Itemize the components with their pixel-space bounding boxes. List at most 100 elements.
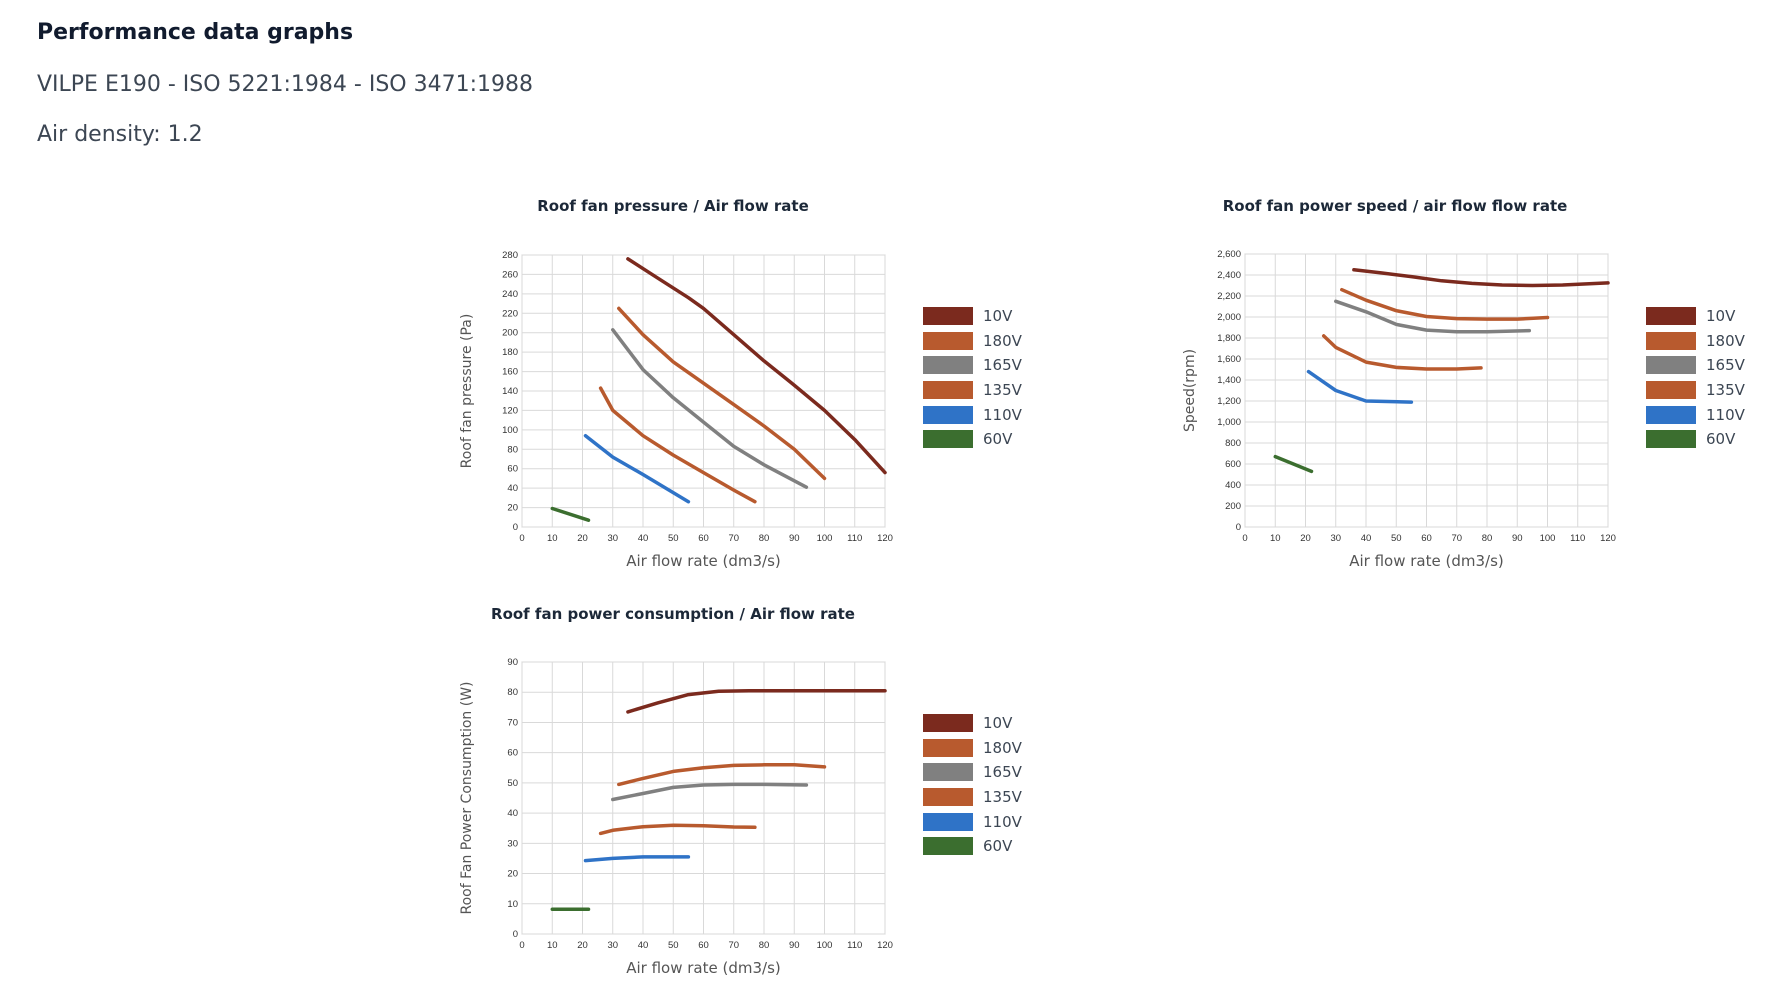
legend-item-135v: 135V <box>923 785 1022 810</box>
legend-swatch <box>1646 331 1696 350</box>
legend-item-165v: 165V <box>1646 353 1745 378</box>
y-tick-label: 20 <box>507 503 518 514</box>
legend-item-10v: 10V <box>923 304 1022 329</box>
y-tick-label: 200 <box>1225 501 1241 512</box>
air-density-label: Air density: 1.2 <box>37 122 203 147</box>
y-axis-label: Roof fan pressure (Pa) <box>459 314 475 469</box>
y-tick-label: 240 <box>502 289 518 300</box>
y-tick-label: 30 <box>507 838 518 849</box>
x-tick-label: 70 <box>728 533 739 544</box>
legend-label: 180V <box>983 331 1022 350</box>
y-tick-label: 10 <box>507 899 518 910</box>
legend-item-60v: 60V <box>923 427 1022 452</box>
y-tick-label: 70 <box>507 717 518 728</box>
y-tick-label: 160 <box>502 367 518 378</box>
legend-label: 60V <box>983 430 1013 449</box>
y-tick-label: 1,200 <box>1217 396 1241 407</box>
chart-title: Roof fan pressure / Air flow rate <box>537 197 809 215</box>
legend-item-10v: 10V <box>923 711 1022 736</box>
x-tick-label: 10 <box>547 940 558 951</box>
chart-legend: 10V 180V 165V 135V 110V 60V <box>923 304 1022 452</box>
legend-item-60v: 60V <box>1646 427 1745 452</box>
x-tick-label: 110 <box>847 533 862 544</box>
chart-title: Roof fan power speed / air flow flow rat… <box>1222 197 1568 215</box>
x-tick-label: 20 <box>1300 533 1311 544</box>
y-tick-label: 260 <box>502 269 518 280</box>
x-tick-label: 40 <box>638 940 649 951</box>
series-line-110v <box>1306 369 1414 404</box>
legend-item-135v: 135V <box>923 378 1022 403</box>
legend-swatch <box>923 381 973 400</box>
x-tick-label: 70 <box>728 940 739 951</box>
y-tick-label: 200 <box>502 328 518 339</box>
x-tick-label: 50 <box>668 940 679 951</box>
series-line-10v <box>626 257 887 475</box>
y-tick-label: 60 <box>507 464 518 475</box>
product-subtitle: VILPE E190 - ISO 5221:1984 - ISO 3471:19… <box>37 72 533 97</box>
legend-swatch <box>923 307 973 326</box>
x-tick-label: 80 <box>759 533 770 544</box>
y-tick-label: 50 <box>507 778 518 789</box>
legend-swatch <box>923 837 973 856</box>
legend-swatch <box>923 812 973 831</box>
y-tick-label: 1,000 <box>1217 417 1241 428</box>
y-tick-label: 0 <box>1236 522 1241 533</box>
x-tick-label: 60 <box>698 533 709 544</box>
x-tick-label: 10 <box>1270 533 1281 544</box>
legend-swatch <box>923 405 973 424</box>
y-tick-label: 80 <box>507 687 518 698</box>
chart-title: Roof fan power consumption / Air flow ra… <box>491 605 855 623</box>
legend-swatch <box>923 763 973 782</box>
legend-label: 165V <box>1706 356 1745 375</box>
x-tick-label: 50 <box>1391 533 1402 544</box>
x-tick-label: 100 <box>817 940 833 951</box>
x-tick-label: 20 <box>577 940 588 951</box>
y-tick-label: 40 <box>507 808 518 819</box>
x-axis-label: Air flow rate (dm3/s) <box>626 959 781 977</box>
series-line-110v <box>583 855 691 863</box>
legend-label: 165V <box>983 763 1022 782</box>
x-tick-label: 110 <box>847 940 862 951</box>
chart-legend: 10V 180V 165V 135V 110V 60V <box>923 711 1022 859</box>
x-tick-label: 0 <box>519 940 524 951</box>
x-tick-label: 120 <box>877 533 893 544</box>
series-line-60v <box>1273 454 1314 474</box>
legend-swatch <box>923 356 973 375</box>
legend-item-10v: 10V <box>1646 304 1745 329</box>
legend-swatch <box>1646 405 1696 424</box>
x-tick-label: 40 <box>638 533 649 544</box>
y-tick-label: 120 <box>502 405 518 416</box>
legend-item-165v: 165V <box>923 760 1022 785</box>
x-tick-label: 90 <box>789 533 800 544</box>
legend-item-110v: 110V <box>923 402 1022 427</box>
y-tick-label: 2,200 <box>1217 291 1241 302</box>
x-tick-label: 120 <box>1600 533 1616 544</box>
series-line-180v <box>1340 287 1550 321</box>
legend-label: 180V <box>983 738 1022 757</box>
y-axis-label: Speed(rpm) <box>1182 349 1198 432</box>
x-tick-label: 100 <box>1540 533 1556 544</box>
legend-label: 110V <box>983 812 1022 831</box>
legend-swatch <box>923 430 973 449</box>
x-tick-label: 40 <box>1361 533 1372 544</box>
y-tick-label: 140 <box>502 386 518 397</box>
legend-label: 180V <box>1706 331 1745 350</box>
y-tick-label: 0 <box>513 522 518 533</box>
legend-swatch <box>923 714 973 733</box>
x-tick-label: 0 <box>1242 533 1247 544</box>
legend-label: 135V <box>983 381 1022 400</box>
series-line-10v <box>626 688 887 714</box>
x-axis-label: Air flow rate (dm3/s) <box>1349 552 1504 570</box>
x-tick-label: 30 <box>607 940 618 951</box>
series-line-165v <box>1334 299 1532 334</box>
legend-item-165v: 165V <box>923 353 1022 378</box>
x-tick-label: 50 <box>668 533 679 544</box>
x-tick-label: 60 <box>698 940 709 951</box>
page-title: Performance data graphs <box>37 20 354 45</box>
legend-item-180v: 180V <box>923 736 1022 761</box>
y-tick-label: 180 <box>502 347 518 358</box>
page-header: Performance data graphs VILPE E190 - ISO… <box>37 20 533 147</box>
legend-label: 135V <box>983 788 1022 807</box>
